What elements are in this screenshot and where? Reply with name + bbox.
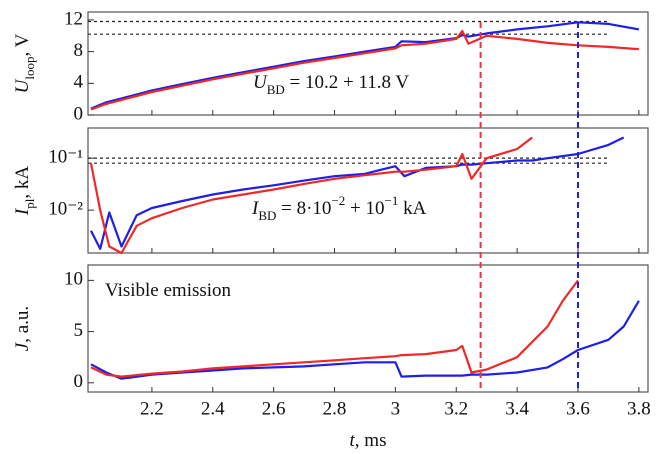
- y-tick-label: 4: [74, 72, 84, 93]
- y-tick-label: 12: [64, 8, 83, 29]
- y-tick-label: 0: [74, 371, 84, 392]
- y-axis-label-part: U: [12, 78, 33, 93]
- x-tick-label: 2.2: [140, 398, 164, 419]
- annotation-part: −1: [385, 193, 399, 208]
- data-line: [90, 29, 639, 111]
- y-axis-label: J, a.u.: [12, 306, 33, 351]
- annotation-part: + 10: [345, 198, 384, 219]
- x-tick-label: 3.6: [566, 398, 590, 419]
- y-tick-label: 10⁻¹: [48, 147, 83, 168]
- panel-frame: [87, 11, 649, 116]
- data-line: [89, 136, 533, 255]
- annotation-part: Visible emission: [105, 280, 232, 301]
- y-axis-label-part: , kA: [12, 166, 33, 199]
- annotation-part: kA: [398, 198, 426, 219]
- y-axis-label-part: loop: [22, 57, 37, 80]
- x-axis-label-part: t: [350, 430, 356, 451]
- annotation-part: BD: [267, 82, 285, 97]
- data-line: [90, 279, 579, 378]
- annotation: UBD = 10.2 + 11.8 V: [253, 72, 409, 97]
- y-axis-label: Uloop, V: [12, 33, 37, 93]
- x-axis-label-part: , ms: [355, 430, 387, 451]
- panel-frame: [87, 127, 649, 254]
- x-tick-label: 3: [391, 398, 401, 419]
- y-tick-label: 0: [74, 103, 84, 124]
- annotation: IBD = 8·10−2 + 10−1 kA: [251, 193, 427, 223]
- y-tick-label: 8: [74, 40, 84, 61]
- y-axis-label-part: I: [12, 207, 33, 216]
- annotation-part: U: [253, 72, 268, 93]
- annotation-part: I: [251, 198, 260, 219]
- data-line: [90, 21, 640, 110]
- x-tick-label: 3.2: [444, 398, 468, 419]
- y-axis-label-part: pl: [22, 198, 37, 209]
- data-line: [90, 136, 625, 250]
- x-tick-label: 3.8: [627, 398, 651, 419]
- y-axis-label: Ipl, kA: [12, 166, 37, 216]
- x-tick-label: 2.8: [323, 398, 347, 419]
- y-axis-label-part: , V: [12, 33, 33, 56]
- x-tick-label: 2.4: [201, 398, 225, 419]
- y-tick-label: 5: [74, 320, 84, 341]
- annotation-part: = 8·10: [276, 198, 331, 219]
- y-tick-label: 10⁻²: [48, 199, 83, 220]
- annotation: Visible emission: [105, 280, 232, 301]
- x-axis-label: t, ms: [350, 430, 387, 451]
- panel-frame: [87, 264, 649, 393]
- annotation-part: −2: [331, 193, 345, 208]
- annotation-part: BD: [258, 208, 276, 223]
- x-tick-label: 3.4: [505, 398, 529, 419]
- y-tick-label: 10: [64, 269, 83, 290]
- y-axis-label-part: J: [12, 341, 33, 351]
- x-tick-label: 2.6: [262, 398, 286, 419]
- y-axis-label-part: , a.u.: [12, 306, 33, 343]
- annotation-part: = 10.2 + 11.8 V: [285, 72, 410, 93]
